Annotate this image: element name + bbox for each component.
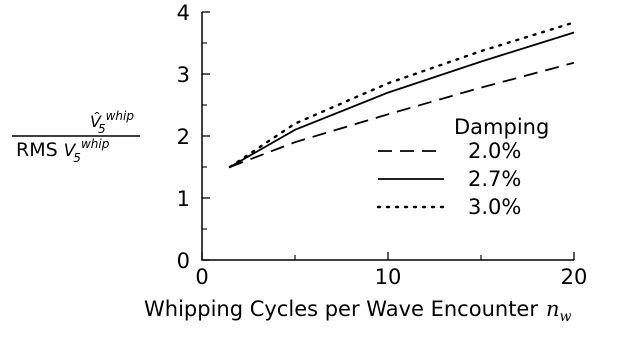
x-tick-label: 0 (195, 265, 208, 289)
svg-text:V̂5whip: V̂5whip (90, 109, 134, 136)
ylabel-numerator-sup: whip (106, 109, 135, 123)
ylabel-denominator: V (64, 141, 77, 161)
x-axis-label: Whipping Cycles per Wave Encounter nw (144, 297, 572, 325)
legend: Damping 2.0% 2.7% 3.0% (376, 115, 549, 219)
y-tick-label: 2 (177, 125, 190, 149)
series-lines (228, 21, 576, 169)
ylabel-rms: RMS (16, 139, 58, 161)
legend-label-2.0%: 2.0% (468, 139, 521, 163)
xlabel-symbol: n (546, 297, 560, 321)
xlabel-text: Whipping Cycles per Wave Encounter (144, 297, 538, 321)
ylabel-numerator-sub: 5 (98, 122, 106, 136)
y-tick-label: 0 (177, 249, 190, 273)
series-line-2.7% (229, 31, 575, 168)
y-tick-label: 4 (177, 1, 190, 25)
series-line-3.0% (228, 21, 576, 169)
xlabel-symbol-sub: w (560, 309, 572, 325)
axis-ticks: 0 1 2 3 4 0 10 20 (177, 1, 588, 289)
y-tick-label: 3 (177, 63, 190, 87)
ylabel-denominator-sup: whip (81, 137, 110, 151)
legend-label-3.0%: 3.0% (468, 195, 521, 219)
ylabel-denominator-sub: 5 (73, 151, 81, 165)
y-tick-label: 1 (177, 187, 190, 211)
series-line-2.0% (229, 61, 575, 168)
ylabel-numerator: V̂ (90, 112, 102, 131)
x-tick-label: 10 (375, 265, 402, 289)
legend-label-2.7%: 2.7% (468, 167, 521, 191)
legend-title: Damping (454, 115, 549, 139)
x-tick-label: 20 (561, 265, 588, 289)
y-axis-label: V̂5whip RMS V5whip (12, 109, 140, 165)
